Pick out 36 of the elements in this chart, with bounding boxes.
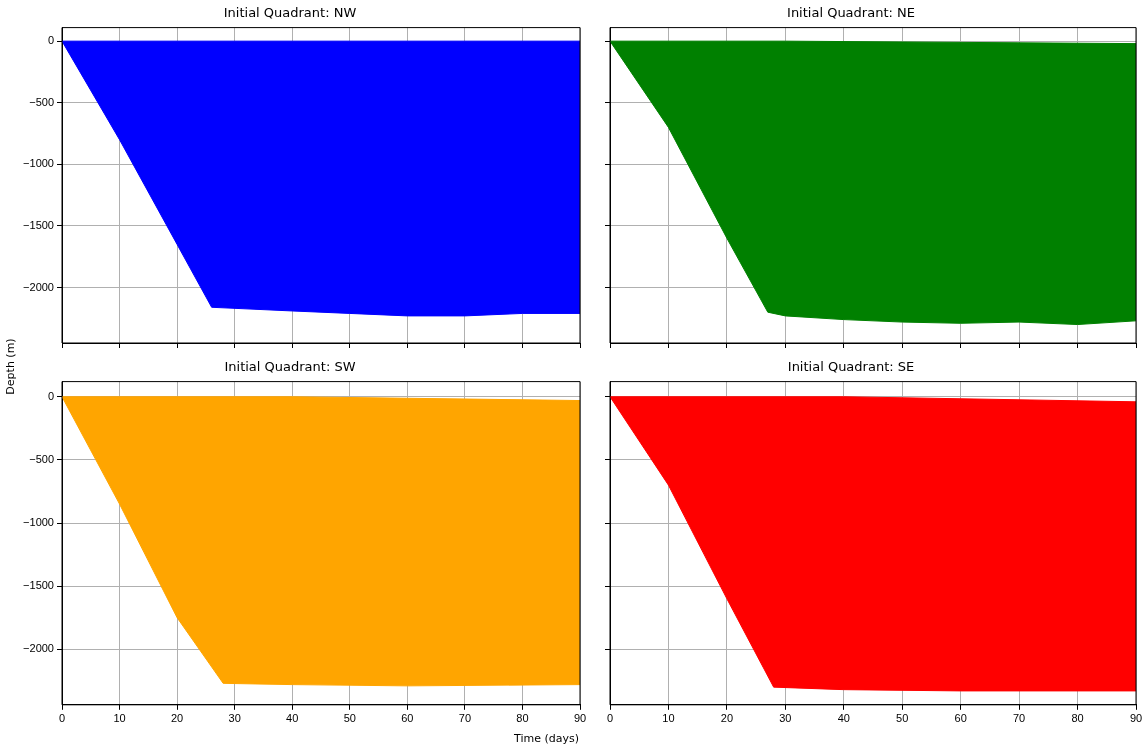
y-tick-label: 0 bbox=[47, 389, 54, 402]
x-axis-title: Time (days) bbox=[514, 732, 579, 745]
y-tick-label: −1000 bbox=[23, 157, 54, 170]
x-tick-label: 50 bbox=[896, 712, 909, 725]
x-tick-label: 90 bbox=[573, 712, 587, 725]
x-tick-label: 40 bbox=[837, 712, 850, 725]
x-tick-label: 10 bbox=[662, 712, 675, 725]
x-tick-label: 80 bbox=[516, 712, 529, 725]
y-tick-label: −500 bbox=[29, 95, 54, 108]
chart-title: Initial Quadrant: SW bbox=[224, 359, 356, 375]
chart-title: Initial Quadrant: NW bbox=[223, 5, 357, 21]
x-tick-label: 0 bbox=[58, 712, 66, 725]
x-tick-label: 90 bbox=[1129, 712, 1143, 725]
x-tick-label: 30 bbox=[228, 712, 241, 725]
x-tick-label: 60 bbox=[401, 712, 414, 725]
x-tick-label: 20 bbox=[720, 712, 734, 725]
y-axis-title: Depth (m) bbox=[3, 338, 17, 395]
y-tick-label: −2000 bbox=[23, 642, 54, 655]
x-tick-label: 40 bbox=[286, 712, 299, 725]
x-tick-label: 70 bbox=[458, 712, 472, 725]
x-tick-label: 0 bbox=[606, 712, 614, 725]
y-tick-label: −2000 bbox=[23, 280, 54, 293]
x-tick-label: 60 bbox=[954, 712, 967, 725]
x-tick-label: 50 bbox=[343, 712, 356, 725]
y-tick-label: −500 bbox=[29, 452, 54, 465]
y-tick-label: −1500 bbox=[23, 218, 54, 231]
chart-title: Initial Quadrant: SE bbox=[787, 359, 915, 375]
y-tick-label: −1500 bbox=[23, 579, 54, 592]
y-tick-label: 0 bbox=[47, 34, 54, 47]
chart-title: Initial Quadrant: NE bbox=[787, 5, 915, 21]
x-tick-label: 20 bbox=[170, 712, 184, 725]
x-tick-label: 30 bbox=[779, 712, 792, 725]
x-tick-label: 80 bbox=[1071, 712, 1084, 725]
x-tick-label: 70 bbox=[1012, 712, 1026, 725]
x-tick-label: 10 bbox=[113, 712, 126, 725]
y-tick-label: −1000 bbox=[23, 516, 54, 529]
